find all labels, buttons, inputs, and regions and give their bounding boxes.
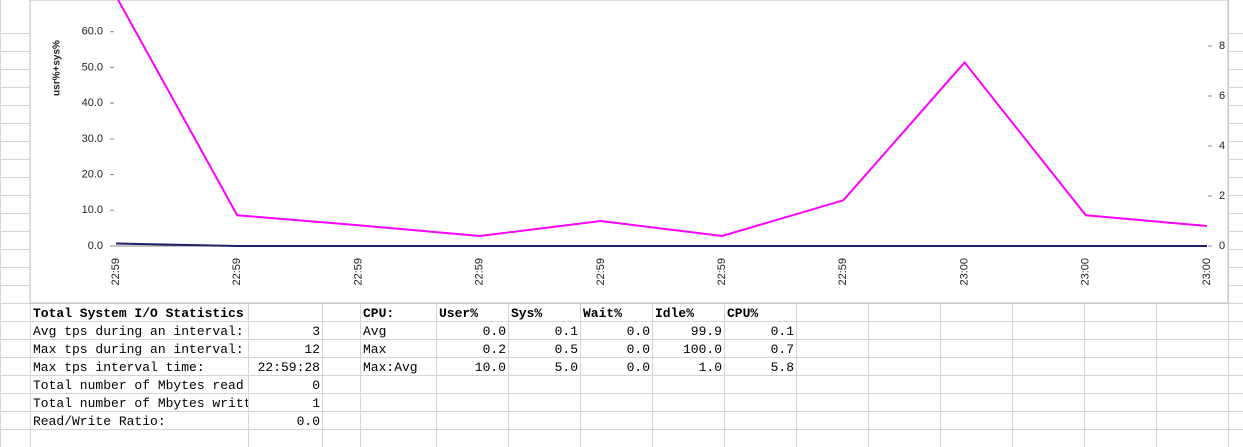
- cell[interactable]: Total number of Mbytes read: [33, 378, 244, 393]
- series-line: [117, 0, 1208, 238]
- x-tick-label: 22:59: [352, 258, 364, 286]
- cell[interactable]: Max: [363, 342, 387, 357]
- x-tick-label: 23:00: [958, 258, 970, 286]
- x-tick-label: 22:59: [474, 258, 486, 286]
- cell[interactable]: User%: [439, 306, 479, 321]
- cell[interactable]: 5.0: [554, 360, 578, 375]
- cell[interactable]: Wait%: [583, 306, 623, 321]
- cell[interactable]: 22:59:28: [257, 360, 320, 375]
- cell[interactable]: 100.0: [682, 342, 722, 357]
- cell[interactable]: 3: [312, 324, 320, 339]
- cell[interactable]: Total number of Mbytes written: [33, 396, 248, 411]
- cell[interactable]: Max:Avg: [363, 360, 418, 375]
- cell[interactable]: 0.7: [770, 342, 794, 357]
- cell[interactable]: 0: [312, 378, 320, 393]
- y-tick-label: 0.0: [88, 240, 103, 252]
- cell[interactable]: 0.0: [296, 414, 320, 429]
- cell[interactable]: 0.5: [554, 342, 578, 357]
- chart: usr%+sys% 0.0 10.0 20.0 30.0 40.0 50.0 60.0 0 2 4…: [29, 0, 1229, 304]
- y2-tick-label: 2: [1219, 190, 1225, 202]
- cell[interactable]: 0.1: [770, 324, 794, 339]
- x-tick-label: 22:59: [231, 258, 243, 286]
- x-tick-label: 22:59: [716, 258, 728, 286]
- y2-tick-label: 6: [1219, 90, 1225, 102]
- x-tick-label: 22:59: [837, 258, 849, 286]
- y-tick-label: 30.0: [82, 133, 103, 145]
- cell[interactable]: 0.0: [626, 360, 650, 375]
- cell[interactable]: 1.0: [698, 360, 722, 375]
- cell[interactable]: Max tps interval time:: [33, 360, 205, 375]
- y-tick-label: 60.0: [82, 26, 103, 38]
- cell[interactable]: 0.2: [482, 342, 506, 357]
- cell[interactable]: Read/Write Ratio:: [33, 414, 166, 429]
- y-tick-label: 10.0: [82, 204, 103, 216]
- cell[interactable]: Avg: [363, 324, 387, 339]
- cell[interactable]: CPU%: [727, 306, 759, 321]
- y2-tick-label: 0: [1219, 240, 1225, 252]
- cell[interactable]: 1: [312, 396, 320, 411]
- cell[interactable]: Avg tps during an interval:: [33, 324, 244, 339]
- y-tick-label: 40.0: [82, 97, 103, 109]
- x-tick-label: 23:00: [1080, 258, 1092, 286]
- cell[interactable]: Max tps during an interval:: [33, 342, 244, 357]
- chart-frame: [29, 0, 1229, 304]
- cell[interactable]: CPU:: [363, 306, 395, 321]
- cell[interactable]: Sys%: [511, 306, 543, 321]
- cell[interactable]: 10.0: [474, 360, 506, 375]
- cell[interactable]: 5.8: [770, 360, 794, 375]
- cell[interactable]: 0.1: [554, 324, 578, 339]
- cell[interactable]: 12: [304, 342, 320, 357]
- y-axis-title: usr%+sys%: [52, 40, 63, 96]
- y-tick-label: 20.0: [82, 168, 103, 180]
- cell[interactable]: 0.0: [626, 324, 650, 339]
- y2-tick-label: 4: [1219, 140, 1225, 152]
- cell[interactable]: 0.0: [626, 342, 650, 357]
- cell[interactable]: Idle%: [655, 306, 695, 321]
- x-tick-label: 22:59: [110, 258, 122, 286]
- cell[interactable]: 99.9: [690, 324, 722, 339]
- series-line: [115, 242, 1207, 247]
- x-tick-label: 22:59: [595, 258, 607, 286]
- y2-tick-label: 8: [1219, 40, 1225, 52]
- cell[interactable]: Total System I/O Statistics: [33, 306, 244, 321]
- x-tick-label: 23:00: [1201, 258, 1213, 286]
- y-tick-label: 50.0: [82, 61, 103, 73]
- cell[interactable]: 0.0: [482, 324, 506, 339]
